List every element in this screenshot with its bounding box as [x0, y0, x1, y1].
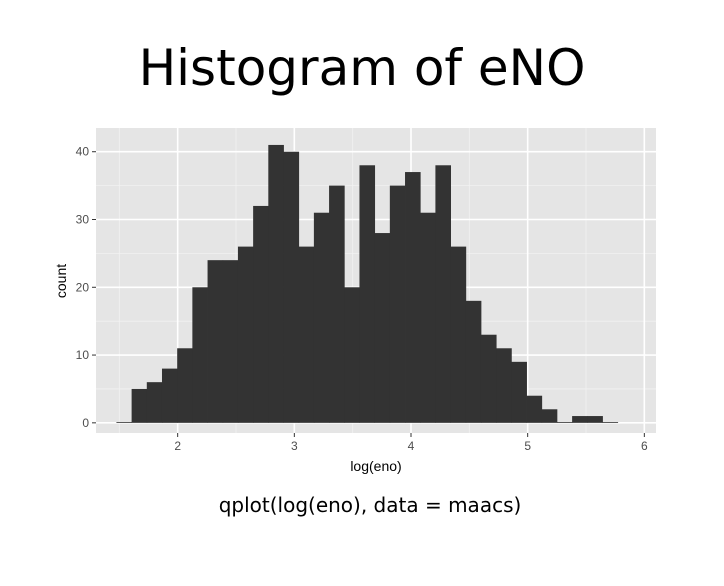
y-tick-label: 0	[82, 416, 89, 430]
histogram-bar	[253, 205, 269, 423]
histogram-bar	[359, 165, 376, 423]
histogram-bar	[465, 300, 482, 423]
histogram-bars	[116, 144, 619, 423]
histogram-bar	[283, 151, 300, 423]
histogram-bar	[587, 416, 603, 423]
histogram-bar	[405, 172, 421, 423]
histogram-bar	[480, 334, 497, 423]
histogram-bar	[222, 260, 239, 423]
histogram-bar	[572, 416, 588, 423]
histogram-bar	[602, 422, 619, 423]
histogram-bar	[116, 422, 133, 423]
histogram-bar	[541, 409, 558, 423]
y-axis-title: count	[53, 264, 69, 298]
y-axis-ticks: 0 10 20 30 40	[76, 145, 96, 430]
x-tick-label: 5	[524, 439, 531, 453]
x-tick-label: 6	[641, 439, 648, 453]
histogram-bar	[526, 395, 543, 423]
y-tick-label: 10	[76, 348, 90, 362]
histogram-bar	[313, 212, 330, 423]
histogram-bar	[268, 144, 284, 423]
histogram-bar	[237, 246, 254, 423]
histogram-bar	[131, 388, 148, 423]
histogram-bar	[177, 348, 193, 423]
histogram-bar	[556, 422, 573, 423]
histogram-bar	[374, 233, 391, 423]
x-axis-title: log(eno)	[350, 458, 401, 474]
histogram-bar	[450, 246, 467, 423]
x-axis-ticks: 2 3 4 5 6	[174, 433, 648, 453]
histogram-bar	[192, 287, 208, 423]
histogram-bar	[344, 287, 360, 423]
histogram-bar	[389, 185, 406, 423]
histogram-bar	[329, 185, 345, 423]
histogram-bar	[146, 382, 163, 423]
slide-title: Histogram of eNO	[138, 39, 586, 97]
y-tick-label: 20	[76, 280, 90, 294]
histogram-bar	[420, 212, 436, 423]
histogram-bar	[511, 361, 527, 423]
histogram-bar	[496, 348, 512, 423]
histogram-bar	[298, 246, 315, 423]
y-tick-label: 40	[76, 145, 90, 159]
y-tick-label: 30	[76, 213, 90, 227]
x-tick-label: 3	[291, 439, 298, 453]
x-tick-label: 4	[408, 439, 415, 453]
x-tick-label: 2	[174, 439, 181, 453]
histogram-bar	[207, 260, 224, 423]
histogram-bar	[435, 165, 451, 423]
code-caption: qplot(log(eno), data = maacs)	[218, 493, 522, 517]
histogram-bar	[161, 368, 178, 423]
